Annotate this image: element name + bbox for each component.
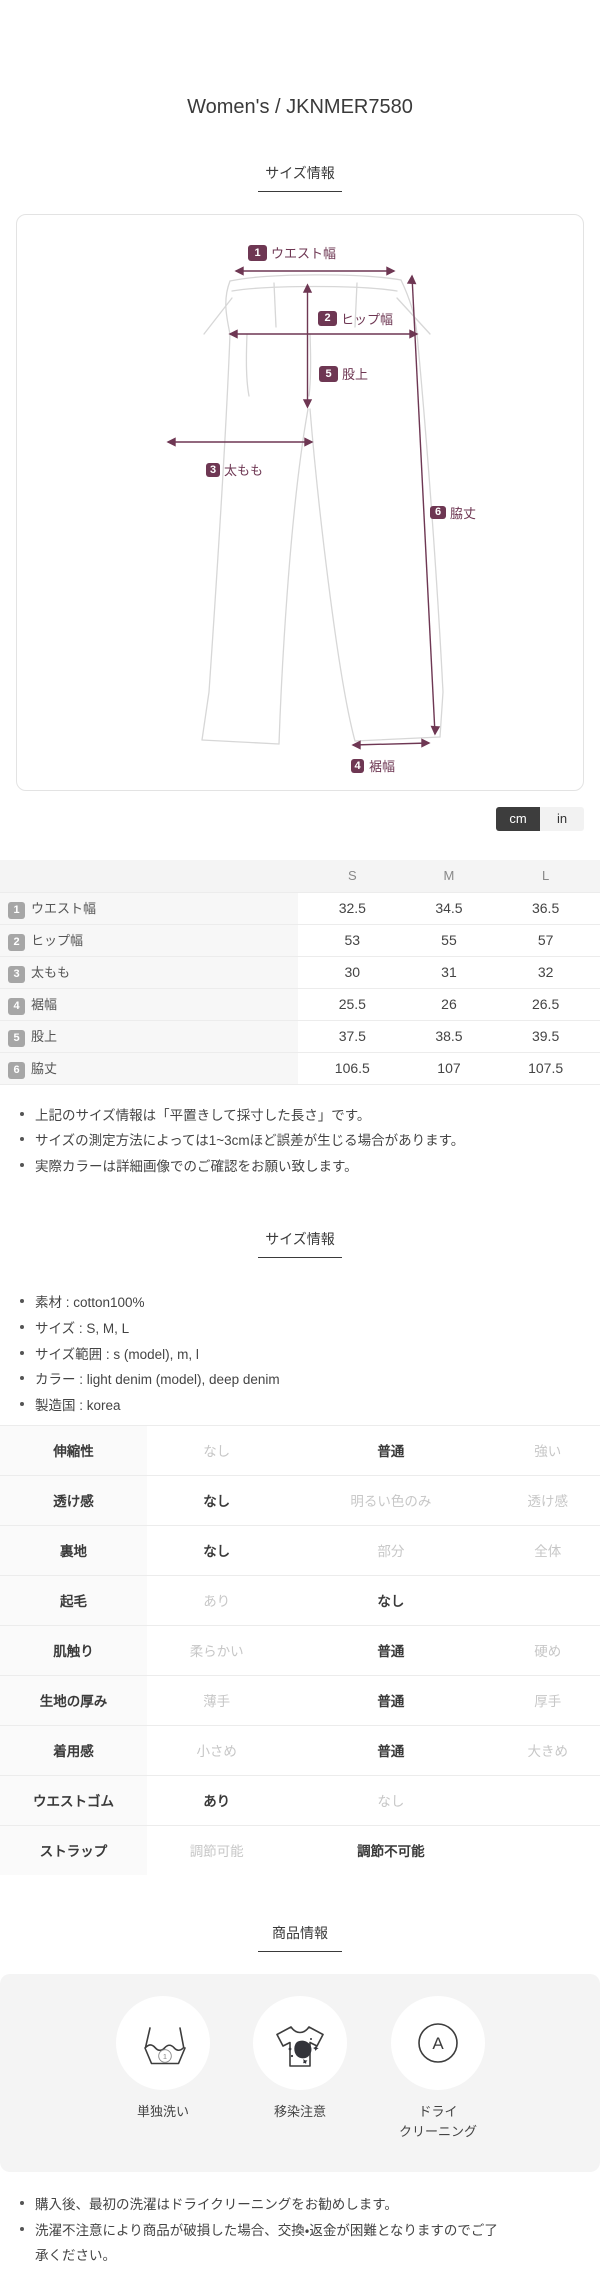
svg-text:A: A — [432, 2034, 444, 2053]
svg-text:1: 1 — [163, 2052, 167, 2061]
